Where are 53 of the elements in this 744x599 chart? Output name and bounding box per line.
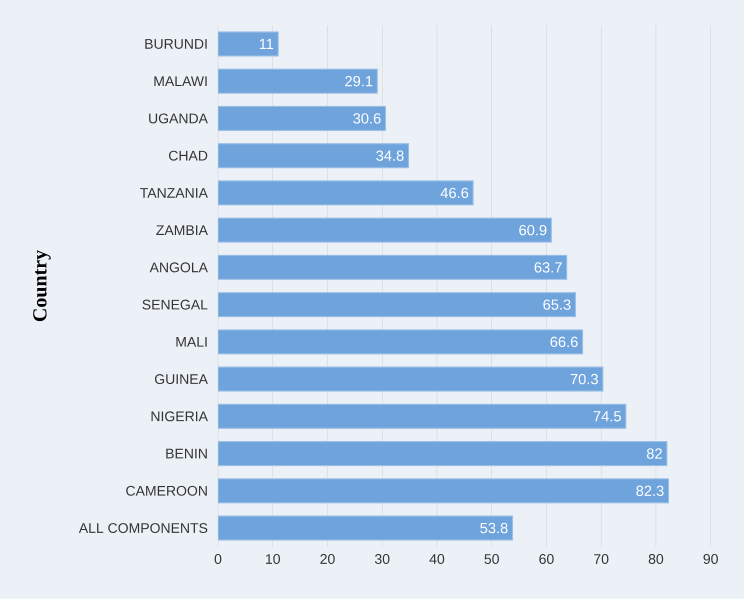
data-label: 11: [260, 39, 274, 50]
y-tick-label: GUINEA: [154, 374, 208, 384]
bar: [218, 516, 514, 541]
data-label: 65.3: [543, 300, 571, 310]
y-axis-title: Country: [33, 250, 51, 322]
x-tick-label: 60: [539, 554, 554, 564]
data-label: 66.6: [550, 336, 578, 348]
x-tick-label: 10: [266, 554, 280, 564]
data-label: 53.8: [480, 523, 508, 534]
bar: [218, 366, 604, 392]
x-tick-label: 80: [648, 554, 664, 564]
y-tick-label: MALI: [176, 337, 207, 347]
data-label: 46.6: [440, 188, 468, 198]
bar: [218, 180, 474, 206]
y-tick-label: BURUNDI: [145, 39, 207, 50]
bar: [218, 218, 552, 243]
data-label: 82: [646, 448, 662, 459]
bar: [218, 106, 386, 132]
y-tick-label: ANGOLA: [150, 262, 208, 273]
bar: [218, 143, 410, 168]
x-tick-label: 40: [429, 554, 444, 564]
y-tick-label: CHAD: [168, 150, 208, 161]
data-label: 29.1: [345, 76, 372, 87]
bar: [218, 292, 576, 318]
x-tick-label: 90: [704, 554, 718, 564]
x-tick-label: 70: [594, 554, 608, 564]
y-tick-label: TANZANIA: [140, 188, 208, 198]
data-label: 82.3: [636, 486, 664, 496]
data-label: 60.9: [519, 225, 546, 236]
x-tick-label: 0: [214, 554, 222, 564]
bar: [218, 478, 670, 504]
data-label: 70.3: [570, 374, 598, 384]
x-tick-label: 20: [320, 554, 335, 564]
y-tick-label: CAMEROON: [126, 486, 207, 496]
y-tick-label: BENIN: [166, 448, 207, 459]
data-label: 63.7: [534, 262, 562, 273]
data-label: 74.5: [594, 411, 621, 422]
y-tick-label: ALL COMPONENTS: [78, 523, 208, 534]
bar: [218, 68, 378, 94]
bar: [218, 32, 279, 57]
data-label: 34.8: [376, 150, 404, 162]
y-tick-label: SENEGAL: [142, 300, 208, 310]
bar: [218, 404, 626, 430]
x-tick-label: 50: [484, 554, 499, 564]
bar: [218, 255, 568, 280]
x-tick-label: 30: [374, 554, 390, 564]
data-label: 30.6: [353, 113, 381, 124]
bar: [218, 329, 584, 355]
y-tick-label: NIGERIA: [152, 412, 208, 422]
bar: [218, 441, 668, 466]
y-tick-label: UGANDA: [149, 114, 208, 124]
y-tick-label: ZAMBIA: [156, 226, 208, 236]
y-tick-label: MALAWI: [154, 76, 207, 86]
